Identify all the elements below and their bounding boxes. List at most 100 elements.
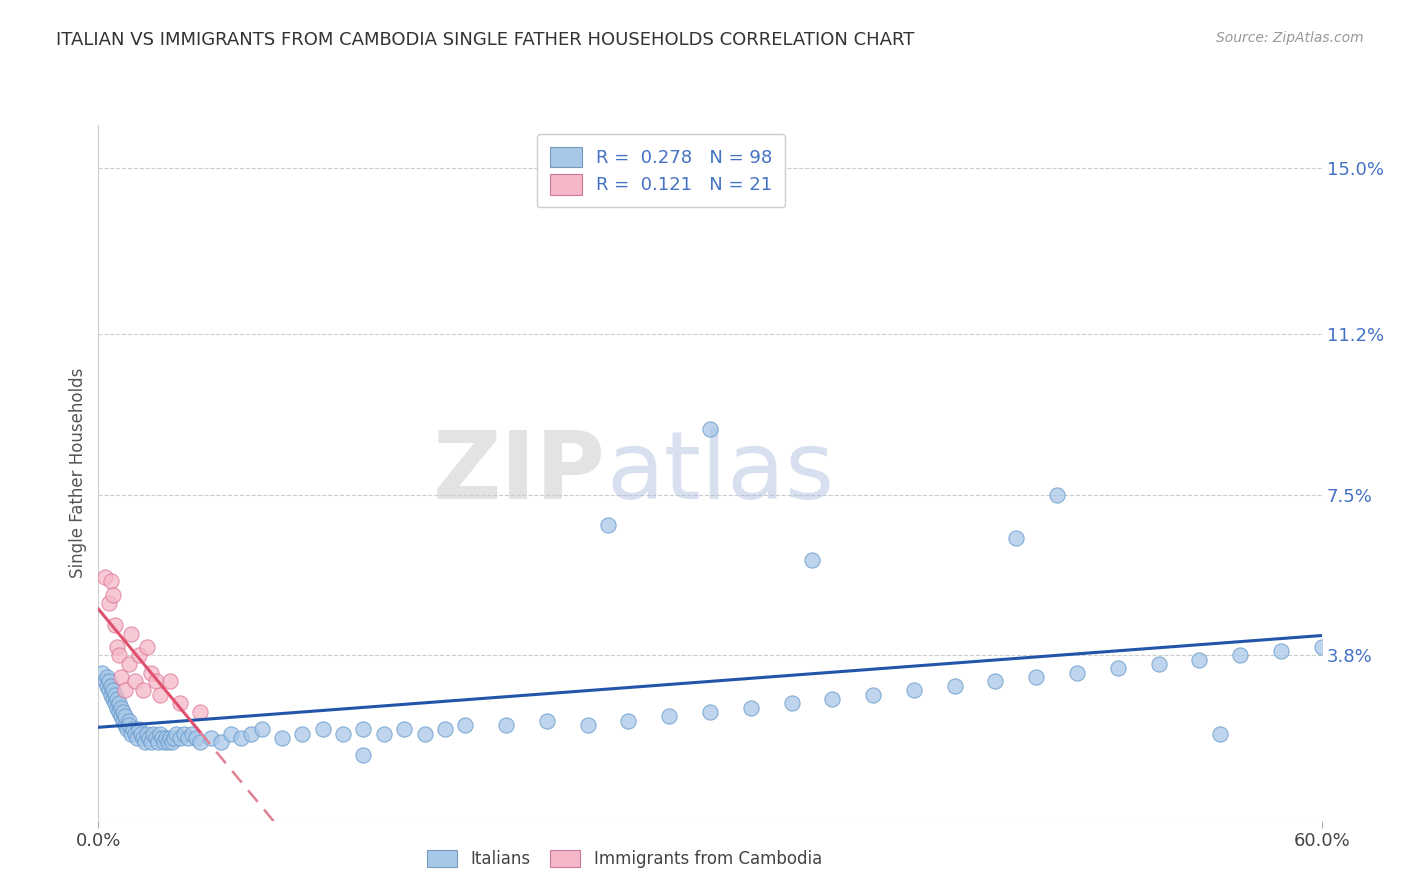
Point — [699, 422, 721, 436]
Point — [114, 683, 136, 698]
Point — [250, 723, 273, 737]
Point — [160, 735, 183, 749]
Text: atlas: atlas — [606, 426, 834, 519]
Point — [97, 683, 120, 698]
Point — [598, 517, 620, 532]
Point — [115, 723, 138, 737]
Point — [104, 696, 127, 710]
Point — [91, 665, 114, 680]
Point — [124, 726, 146, 740]
Point — [576, 718, 599, 732]
Point — [105, 700, 128, 714]
Point — [118, 657, 141, 671]
Point — [93, 570, 115, 584]
Point — [536, 714, 558, 728]
Point — [108, 696, 131, 710]
Point — [129, 726, 152, 740]
Point — [97, 596, 120, 610]
Point — [200, 731, 222, 745]
Point — [136, 726, 159, 740]
Point — [434, 723, 457, 737]
Point — [93, 674, 115, 689]
Point — [110, 670, 132, 684]
Point — [120, 626, 142, 640]
Point — [188, 705, 212, 719]
Point — [159, 731, 181, 745]
Point — [110, 709, 132, 723]
Legend: Italians, Immigrants from Cambodia: Italians, Immigrants from Cambodia — [420, 844, 828, 875]
Point — [617, 714, 640, 728]
Point — [1045, 487, 1069, 501]
Point — [118, 714, 141, 728]
Point — [1270, 644, 1292, 658]
Point — [128, 648, 150, 663]
Point — [105, 640, 128, 654]
Point — [120, 726, 142, 740]
Point — [104, 688, 127, 702]
Point — [114, 709, 136, 723]
Point — [392, 723, 416, 737]
Point — [100, 574, 122, 589]
Point — [181, 726, 204, 740]
Point — [101, 683, 124, 698]
Point — [114, 718, 136, 732]
Point — [122, 723, 145, 737]
Point — [118, 718, 141, 732]
Point — [149, 726, 172, 740]
Point — [97, 674, 120, 689]
Y-axis label: Single Father Households: Single Father Households — [69, 368, 87, 578]
Point — [108, 648, 131, 663]
Point — [146, 735, 169, 749]
Point — [169, 696, 191, 710]
Point — [188, 735, 212, 749]
Point — [111, 705, 134, 719]
Point — [332, 726, 354, 740]
Point — [155, 731, 177, 745]
Point — [1209, 726, 1232, 740]
Point — [100, 688, 122, 702]
Point — [169, 731, 191, 745]
Point — [96, 679, 118, 693]
Point — [454, 718, 477, 732]
Point — [862, 688, 884, 702]
Point — [159, 674, 181, 689]
Point — [209, 735, 232, 749]
Point — [1004, 531, 1026, 545]
Point — [173, 726, 195, 740]
Point — [413, 726, 436, 740]
Point — [100, 679, 122, 693]
Point — [96, 670, 118, 684]
Point — [156, 735, 179, 749]
Point — [127, 731, 149, 745]
Point — [801, 552, 824, 567]
Point — [110, 700, 132, 714]
Point — [134, 735, 156, 749]
Point — [141, 665, 163, 680]
Point — [658, 709, 681, 723]
Point — [101, 588, 124, 602]
Point — [138, 731, 160, 745]
Point — [740, 700, 762, 714]
Point — [1066, 665, 1088, 680]
Point — [495, 718, 517, 732]
Point — [141, 735, 163, 749]
Point — [186, 731, 208, 745]
Point — [149, 688, 172, 702]
Text: ZIP: ZIP — [433, 426, 606, 519]
Point — [1188, 653, 1211, 667]
Point — [373, 726, 395, 740]
Point — [145, 731, 167, 745]
Text: Source: ZipAtlas.com: Source: ZipAtlas.com — [1216, 31, 1364, 45]
Point — [291, 726, 314, 740]
Point — [352, 723, 374, 737]
Point — [943, 679, 966, 693]
Point — [136, 640, 159, 654]
Point — [145, 674, 167, 689]
Point — [1025, 670, 1047, 684]
Point — [1147, 657, 1170, 671]
Point — [104, 618, 127, 632]
Point — [163, 731, 186, 745]
Point — [152, 735, 174, 749]
Point — [1107, 661, 1129, 675]
Point — [821, 692, 844, 706]
